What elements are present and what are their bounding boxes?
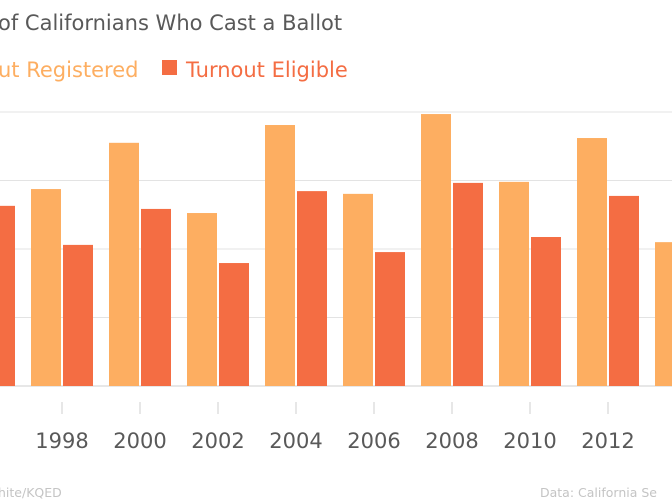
chart-title: of Californians Who Cast a Ballot xyxy=(0,11,342,35)
x-tick-label: 2010 xyxy=(503,429,556,453)
bar-eligible-2010 xyxy=(531,237,561,386)
x-tick-label: 2000 xyxy=(113,429,166,453)
bar-registered-2010 xyxy=(499,181,529,386)
legend-swatch-eligible xyxy=(162,60,177,75)
bar-eligible-2002 xyxy=(219,263,249,386)
bar-registered-2002 xyxy=(187,213,217,386)
bar-eligible-2006 xyxy=(375,252,405,386)
x-tick-label: 1998 xyxy=(35,429,88,453)
bar-eligible-2012 xyxy=(609,195,639,386)
x-tick-label: 2004 xyxy=(269,429,322,453)
bar-registered-2004 xyxy=(265,125,295,386)
bar-eligible-2000 xyxy=(141,208,171,386)
bar-registered-2006 xyxy=(343,193,373,386)
bar-eligible-1998 xyxy=(63,244,93,386)
footer-source: Data: California Se xyxy=(540,485,657,500)
bar-eligible-2004 xyxy=(297,191,327,386)
bar-registered-1998 xyxy=(31,189,61,386)
bar-eligible-2008 xyxy=(453,182,483,386)
bar-eligible-1996 xyxy=(0,205,15,386)
x-tick-label: 2002 xyxy=(191,429,244,453)
x-tick-label: 2012 xyxy=(581,429,634,453)
bar-registered-2008 xyxy=(421,114,451,387)
x-tick-label: 2008 xyxy=(425,429,478,453)
bar-registered-2012 xyxy=(577,138,607,386)
bar-registered-2014 xyxy=(655,242,672,386)
legend-label-eligible: Turnout Eligible xyxy=(185,58,348,82)
x-tick-label: 2006 xyxy=(347,429,400,453)
footer-credit: hite/KQED xyxy=(0,485,62,500)
legend-label-registered: ut Registered xyxy=(0,58,138,82)
bar-registered-2000 xyxy=(109,142,139,386)
